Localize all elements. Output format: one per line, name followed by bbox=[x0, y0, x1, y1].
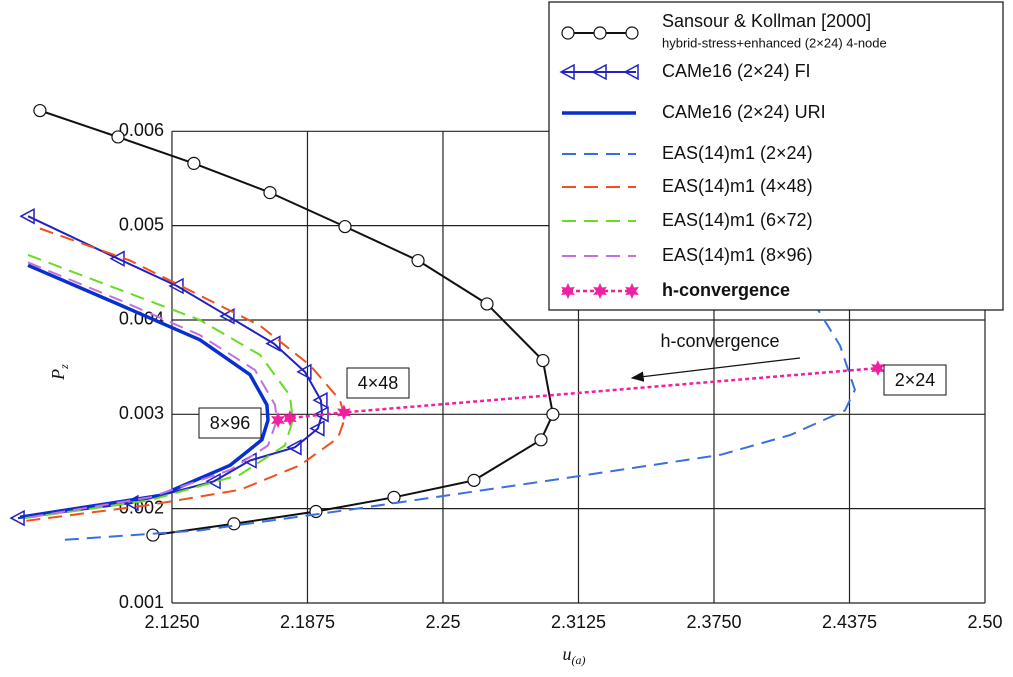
annotations: 8×96 4×48 2×24 h-convergence bbox=[198, 331, 947, 439]
legend-label: EAS(14)m1 (6×72) bbox=[662, 210, 813, 230]
marker bbox=[561, 283, 575, 299]
y-axis-label: Pz bbox=[48, 364, 71, 381]
marker bbox=[187, 156, 201, 170]
marker bbox=[467, 473, 481, 487]
x-tick-label: 2.4375 bbox=[822, 612, 877, 632]
marker bbox=[312, 391, 328, 409]
annotation-box bbox=[346, 367, 410, 399]
y-label-main: P bbox=[48, 369, 68, 381]
legend-label: CAMe16 (2×24) URI bbox=[662, 102, 826, 122]
marker bbox=[480, 297, 494, 311]
x-label-sub: (a) bbox=[572, 653, 586, 667]
marker bbox=[111, 130, 125, 144]
marker bbox=[536, 353, 550, 368]
y-tick-label: 0.005 bbox=[119, 214, 164, 234]
annotation: 2×24 bbox=[895, 370, 936, 390]
legend-label: EAS(14)m1 (4×48) bbox=[662, 176, 813, 196]
annotation: 4×48 bbox=[358, 373, 399, 393]
marker bbox=[337, 404, 351, 421]
marker bbox=[286, 439, 302, 456]
marker bbox=[219, 307, 235, 325]
legend: Sansour & Kollman [2000] hybrid-stress+en… bbox=[548, 1, 1004, 311]
y-tick-label: 0.006 bbox=[119, 120, 164, 140]
y-tick-label: 0.004 bbox=[119, 309, 164, 329]
annotation-box bbox=[198, 407, 262, 439]
x-axis-label: u(a) bbox=[563, 644, 586, 667]
series-line bbox=[64, 304, 856, 541]
marker bbox=[271, 412, 285, 428]
series-line bbox=[24, 253, 294, 520]
legend-label: EAS(14)m1 (8×96) bbox=[662, 245, 813, 265]
x-tick-label: 2.3125 bbox=[551, 612, 606, 632]
marker bbox=[263, 186, 277, 200]
marker bbox=[593, 283, 607, 299]
marker bbox=[546, 407, 560, 421]
legend-label: Sansour & Kollman [2000] bbox=[662, 11, 871, 31]
x-tick-label: 2.1250 bbox=[144, 612, 199, 632]
marker bbox=[265, 335, 281, 352]
series bbox=[9, 103, 885, 542]
marker bbox=[534, 433, 548, 447]
marker bbox=[625, 283, 639, 299]
legend-label: h-convergence bbox=[662, 280, 790, 300]
marker bbox=[871, 360, 885, 377]
marker bbox=[33, 103, 47, 118]
marker bbox=[338, 219, 352, 234]
annotation-arrow bbox=[630, 357, 801, 382]
legend-sublabel: hybrid-stress+enhanced (2×24) 4-node bbox=[662, 35, 887, 50]
marker bbox=[623, 63, 639, 81]
marker bbox=[593, 26, 607, 40]
marker bbox=[387, 490, 401, 504]
y-label-sub: z bbox=[57, 364, 71, 370]
marker bbox=[296, 363, 312, 381]
x-tick-label: 2.1875 bbox=[280, 612, 335, 632]
legend-label: EAS(14)m1 (2×24) bbox=[662, 143, 813, 163]
x-tick-label: 2.3750 bbox=[686, 612, 741, 632]
series-line bbox=[24, 261, 278, 520]
x-tick-label: 2.50 bbox=[967, 612, 1002, 632]
x-tick-label: 2.25 bbox=[425, 612, 460, 632]
marker bbox=[559, 63, 575, 81]
legend-box bbox=[548, 1, 1004, 311]
marker bbox=[561, 26, 575, 40]
marker bbox=[146, 528, 160, 542]
y-tick-label: 0.003 bbox=[119, 403, 164, 423]
marker bbox=[309, 420, 325, 437]
legend-label: CAMe16 (2×24) FI bbox=[662, 61, 811, 81]
marker bbox=[19, 207, 35, 225]
marker bbox=[283, 410, 297, 427]
annotation: 8×96 bbox=[210, 413, 251, 433]
y-tick-label: 0.001 bbox=[119, 592, 164, 612]
series-line bbox=[39, 109, 554, 537]
annotation-box bbox=[883, 364, 947, 396]
marker bbox=[591, 63, 607, 81]
series-line bbox=[19, 263, 270, 519]
marker bbox=[227, 517, 241, 531]
x-label-main: u bbox=[563, 644, 572, 664]
marker bbox=[411, 253, 425, 268]
marker bbox=[625, 26, 639, 40]
annotation: h-convergence bbox=[660, 331, 779, 351]
